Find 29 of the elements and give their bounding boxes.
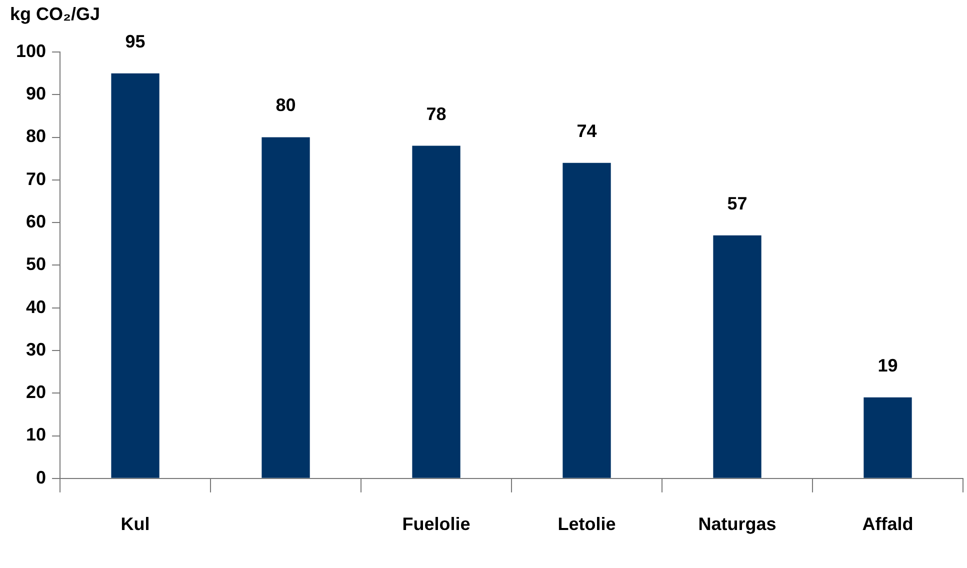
y-tick-label: 20 — [26, 382, 46, 402]
y-tick-label: 90 — [26, 84, 46, 104]
y-tick-label: 60 — [26, 212, 46, 232]
data-label: 78 — [426, 104, 446, 124]
y-tick-label: 100 — [16, 40, 46, 61]
x-tick-label: Affald — [862, 514, 914, 534]
data-label: 95 — [125, 31, 146, 52]
x-tick-label: Letolie — [558, 514, 616, 534]
y-tick-label: 40 — [26, 296, 46, 317]
x-tick-label: Kul — [120, 514, 150, 534]
bar — [713, 235, 762, 478]
bar — [111, 73, 160, 478]
y-tick-label: 80 — [26, 126, 46, 146]
y-tick-label: 30 — [26, 339, 46, 360]
y-axis-title: kg CO₂/GJ — [10, 4, 100, 24]
x-tick-label: Fuelolie — [402, 514, 470, 534]
data-label: 74 — [576, 120, 597, 141]
bar — [864, 397, 912, 478]
y-tick-label: 70 — [26, 168, 46, 189]
bar — [262, 137, 310, 478]
data-label: 80 — [276, 95, 296, 116]
data-label: 19 — [878, 355, 898, 376]
y-tick-label: 50 — [26, 254, 46, 274]
bar — [562, 162, 611, 478]
y-tick-label: 0 — [36, 467, 46, 488]
y-tick-label: 10 — [26, 424, 46, 445]
bar — [412, 146, 460, 478]
x-tick-label: Naturgas — [698, 514, 776, 534]
data-label: 57 — [727, 193, 748, 214]
